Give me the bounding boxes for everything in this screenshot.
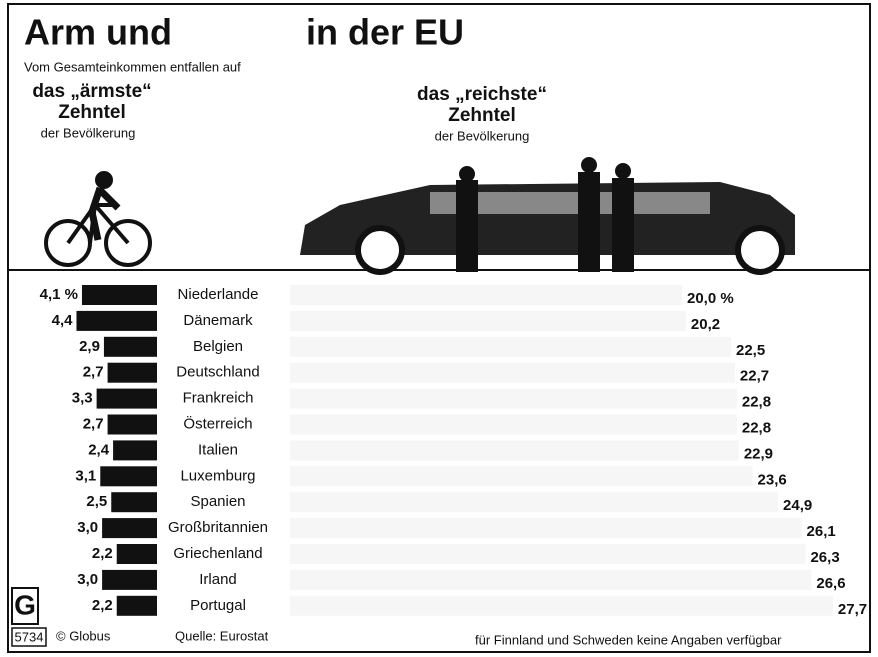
right-header: Zehntel (448, 105, 516, 126)
value-label: 22,5 (736, 342, 765, 359)
bar-poorest (82, 285, 157, 305)
bar-richest (290, 285, 682, 305)
category-label: Italien (198, 441, 238, 458)
source: Quelle: Eurostat (175, 628, 269, 643)
note: für Finnland und Schweden keine Angaben … (475, 632, 782, 647)
left-header: Zehntel (58, 102, 126, 123)
category-label: Österreich (183, 414, 252, 432)
value-label: 4,1 % (40, 286, 78, 303)
value-label: 20,2 (691, 316, 720, 333)
bar-poorest (117, 544, 157, 564)
logo: G (14, 589, 36, 620)
value-label: 26,3 (810, 549, 839, 566)
value-label: 23,6 (758, 471, 787, 488)
bar-richest (290, 596, 833, 616)
category-label: Niederlande (178, 286, 259, 303)
value-label: 2,2 (92, 545, 113, 562)
bicycle-illustration (46, 173, 150, 265)
left-header: das „ärmste“ (32, 81, 151, 102)
subtitle: Vom Gesamteinkommen entfallen auf (24, 59, 241, 74)
category-label: Irland (199, 571, 237, 588)
value-label: 2,5 (86, 493, 107, 510)
value-label: 3,0 (77, 519, 98, 536)
bar-richest (290, 415, 737, 435)
value-label: 2,2 (92, 597, 113, 614)
bar-poorest (100, 466, 157, 486)
bar-poorest (102, 570, 157, 590)
bar-richest (290, 363, 735, 383)
bar-richest (290, 544, 805, 564)
bar-poorest (108, 363, 157, 383)
value-label: 4,4 (52, 312, 74, 329)
category-label: Frankreich (183, 390, 254, 407)
chart: Arm und in der EU Vom Gesamteinkommen en… (0, 0, 878, 657)
bar-richest (290, 311, 686, 331)
value-label: 26,1 (807, 523, 836, 540)
credit: © Globus (56, 628, 111, 643)
bar-richest (290, 518, 802, 538)
value-label: 22,7 (740, 368, 769, 385)
category-label: Spanien (190, 493, 245, 510)
chart-title: Arm und (24, 12, 172, 53)
value-label: 3,0 (77, 571, 98, 588)
left-header: der Bevölkerung (41, 125, 136, 140)
category-label: Luxemburg (180, 467, 255, 484)
bar-richest (290, 337, 731, 357)
value-label: 22,9 (744, 445, 773, 462)
value-label: 3,1 (75, 467, 96, 484)
value-label: 20,0 % (687, 290, 734, 307)
category-label: Deutschland (176, 364, 259, 381)
value-label: 2,7 (83, 364, 104, 381)
value-label: 22,8 (742, 394, 771, 411)
bar-poorest (111, 492, 157, 512)
code: 5734 (15, 629, 44, 644)
bar-richest (290, 492, 778, 512)
bar-poorest (97, 389, 157, 409)
category-label: Belgien (193, 338, 243, 355)
value-label: 24,9 (783, 497, 812, 514)
category-label: Portugal (190, 597, 246, 614)
bar-poorest (108, 415, 157, 435)
chart-title-end: in der EU (306, 12, 464, 53)
category-label: Dänemark (183, 312, 253, 329)
bar-poorest (113, 440, 157, 460)
value-label: 2,9 (79, 338, 100, 355)
category-label: Großbritannien (168, 519, 268, 536)
bar-poorest (117, 596, 157, 616)
bar-richest (290, 389, 737, 409)
value-label: 26,6 (816, 575, 845, 592)
limousine-illustration (300, 157, 795, 272)
value-label: 27,7 (838, 601, 867, 618)
bar-poorest (102, 518, 157, 538)
value-label: 2,4 (88, 441, 110, 458)
right-header: der Bevölkerung (435, 128, 530, 143)
category-label: Griechenland (173, 545, 262, 562)
bar-richest (290, 570, 811, 590)
right-header: das „reichste“ (417, 84, 547, 105)
bar-richest (290, 440, 739, 460)
value-label: 3,3 (72, 390, 93, 407)
bar-poorest (104, 337, 157, 357)
bar-richest (290, 466, 753, 486)
bar-poorest (76, 311, 157, 331)
value-label: 22,8 (742, 419, 771, 436)
value-label: 2,7 (83, 415, 104, 432)
